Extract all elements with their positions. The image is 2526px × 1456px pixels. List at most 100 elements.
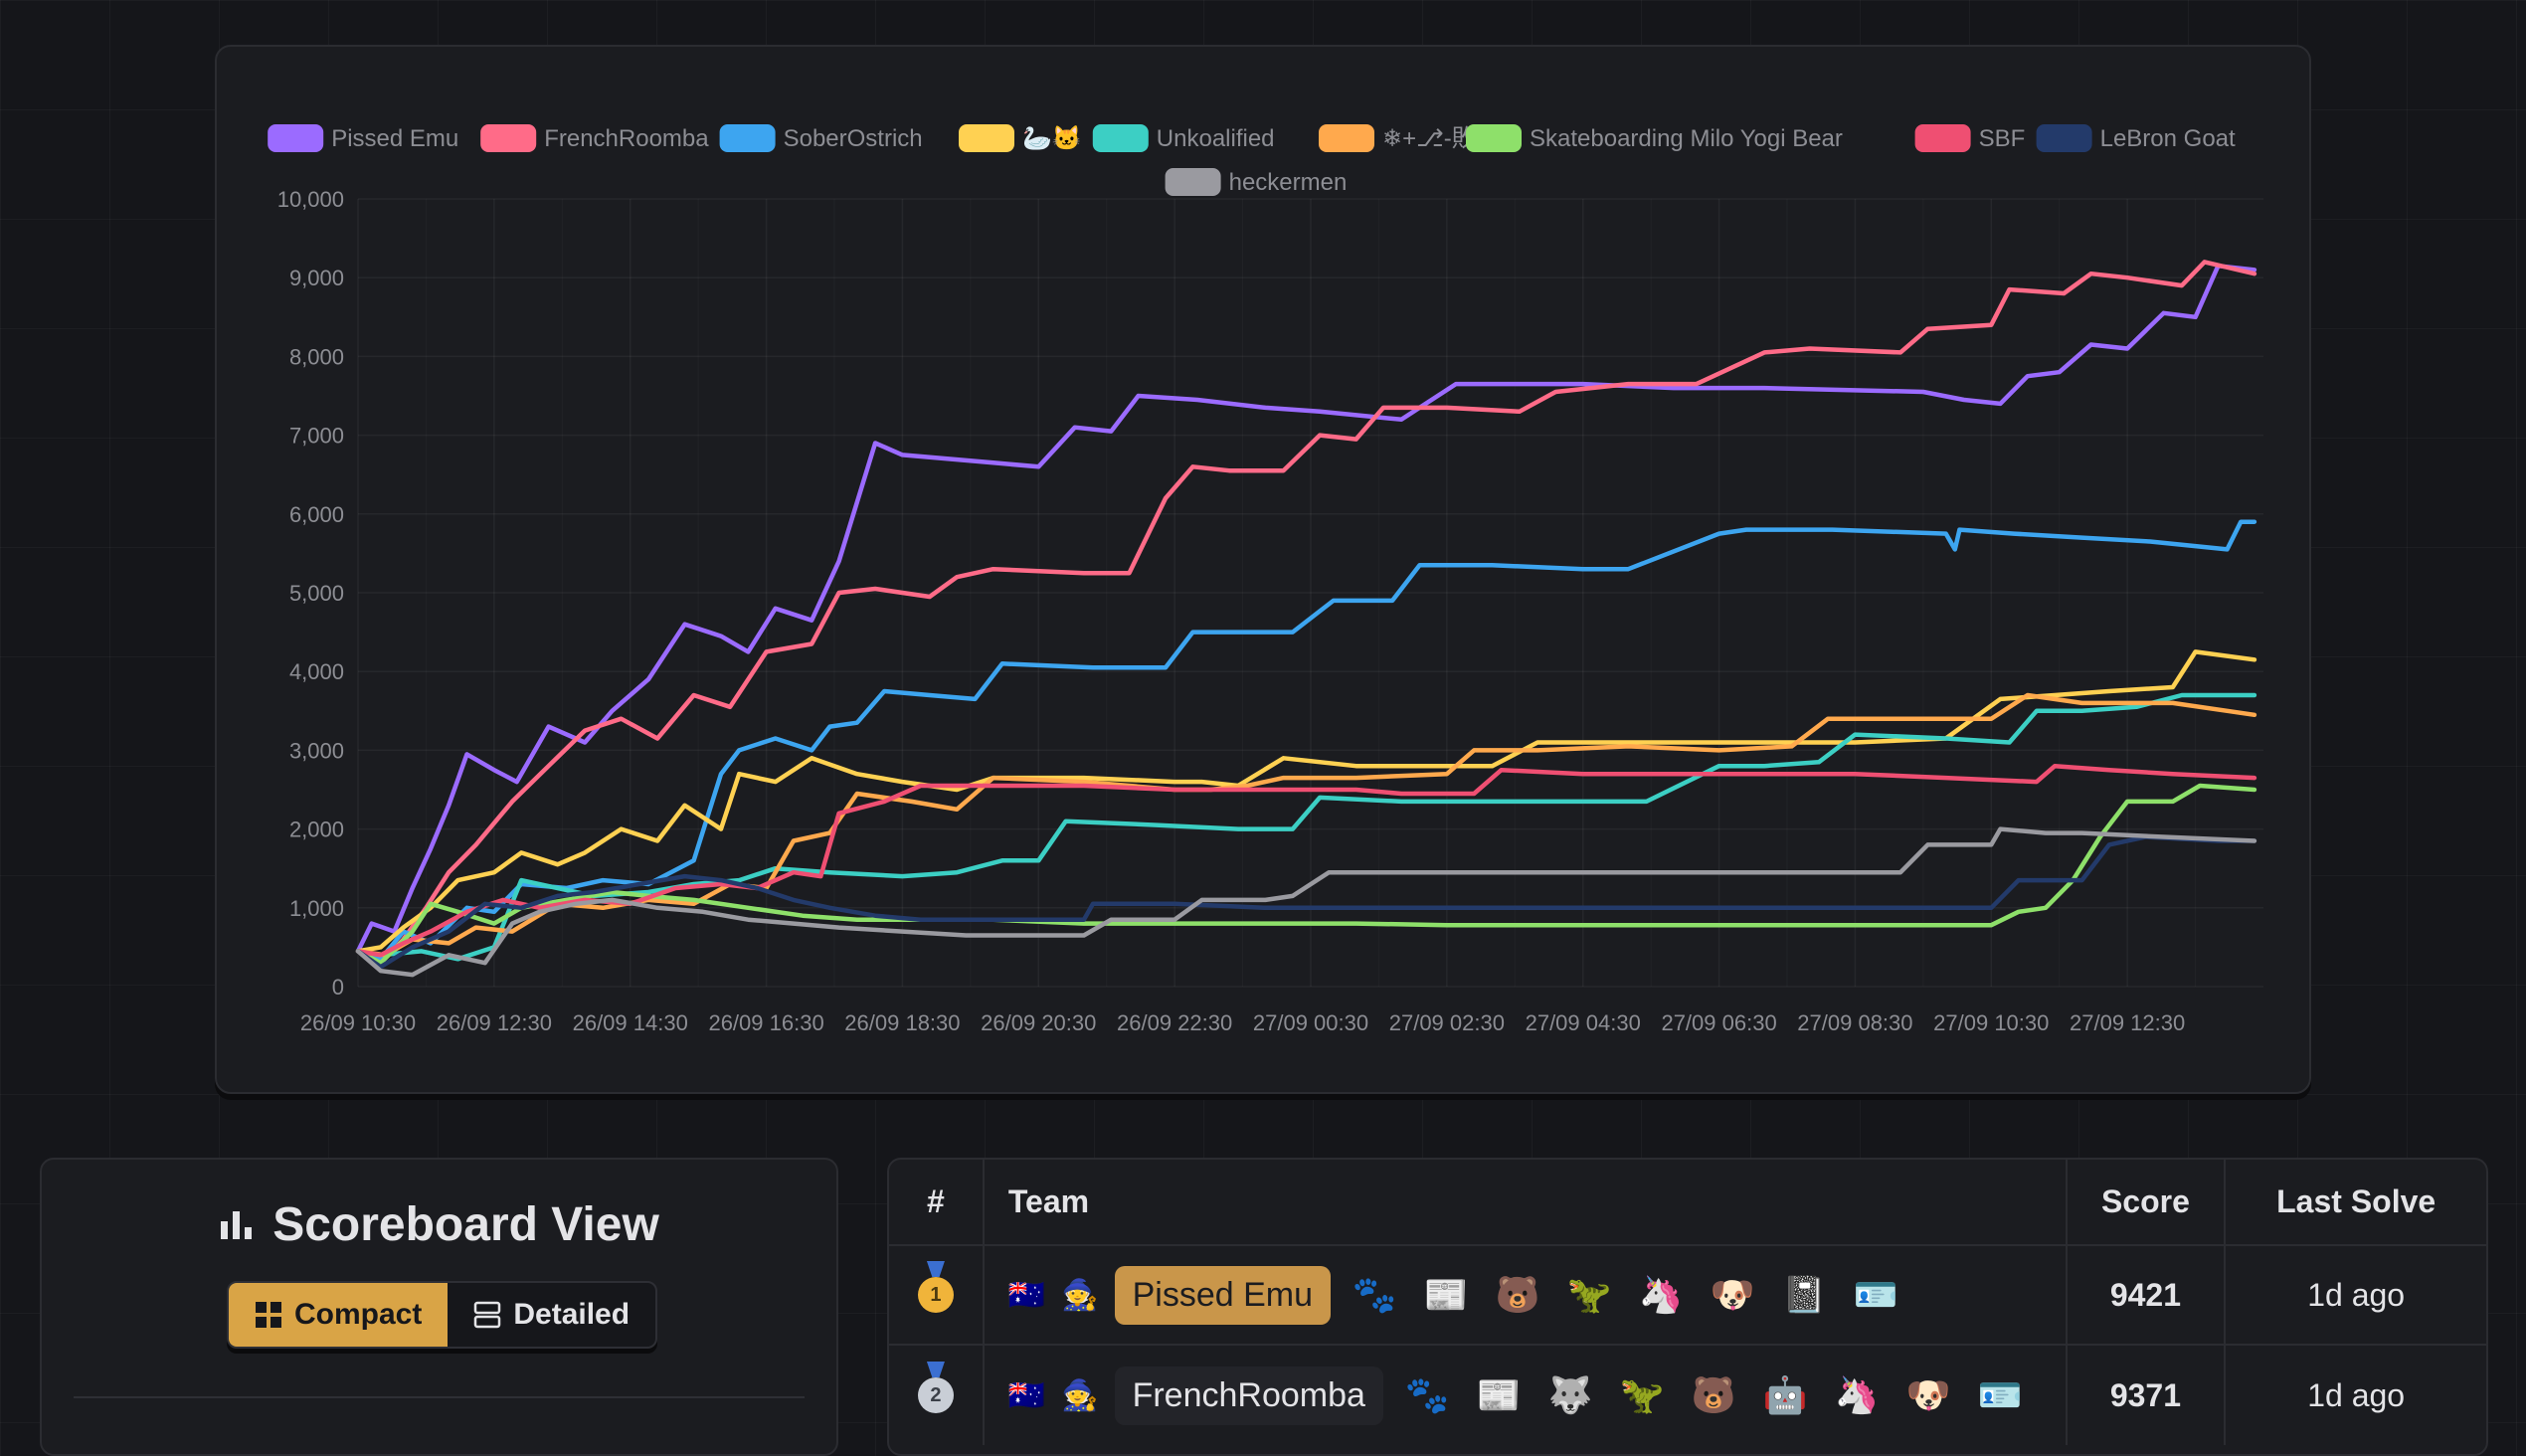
legend-item[interactable]: SBF — [1914, 124, 2026, 152]
wizard-icon: 🧙 — [1061, 1278, 1099, 1312]
badge-icon: 🦖 — [1619, 1374, 1665, 1415]
legend-item[interactable]: 🦢🐱 — [959, 124, 1082, 152]
x-tick-label: 27/09 04:30 — [1526, 1010, 1641, 1035]
y-tick-label: 3,000 — [289, 738, 344, 763]
x-tick-label: 26/09 16:30 — [708, 1010, 823, 1035]
compact-view-button[interactable]: Compact — [229, 1283, 449, 1347]
x-tick-label: 26/09 20:30 — [981, 1010, 1096, 1035]
scoreboard-view-panel: Scoreboard View Compact Detailed — [40, 1158, 838, 1456]
rows-icon — [474, 1301, 501, 1329]
legend-item[interactable]: FrenchRoomba — [480, 124, 709, 152]
rank-cell: 2 — [889, 1346, 985, 1445]
badge-icon: 🐺 — [1547, 1374, 1593, 1415]
legend-label: Unkoalified — [1157, 125, 1275, 152]
legend-swatch — [959, 124, 1014, 152]
chart-series — [355, 260, 2257, 978]
score-header: Score — [2068, 1160, 2227, 1244]
legend-item[interactable]: Pissed Emu — [268, 124, 458, 152]
legend-swatch — [719, 124, 776, 152]
badge-icon: 🪪 — [1977, 1374, 2023, 1415]
bar-chart-icon — [221, 1210, 253, 1239]
legend-swatch — [1466, 124, 1522, 152]
x-tick-label: 27/09 12:30 — [2070, 1010, 2185, 1035]
y-tick-label: 10,000 — [277, 187, 344, 212]
badge-icon: 🐾 — [1352, 1274, 1397, 1315]
badge-icon: 🦄 — [1834, 1374, 1880, 1415]
legend-item[interactable]: Skateboarding Milo Yogi Bear — [1466, 124, 1843, 152]
table-header: # Team Score Last Solve — [889, 1160, 2486, 1246]
legend-label: SBF — [1979, 125, 2026, 152]
legend-label: Pissed Emu — [331, 125, 458, 152]
x-tick-label: 26/09 22:30 — [1117, 1010, 1232, 1035]
y-tick-label: 7,000 — [289, 424, 344, 449]
x-tick-label: 26/09 10:30 — [300, 1010, 416, 1035]
x-tick-label: 27/09 02:30 — [1389, 1010, 1505, 1035]
detailed-view-button[interactable]: Detailed — [448, 1283, 655, 1347]
wizard-icon: 🧙 — [1061, 1378, 1099, 1412]
table-row[interactable]: 1 🇦🇺 🧙 Pissed Emu 🐾 📰 🐻 🦖 🦄 🐶 📓 🪪 9421 1… — [889, 1246, 2486, 1346]
legend-label: FrenchRoomba — [544, 125, 709, 152]
legend-label: SoberOstrich — [784, 125, 923, 152]
series-line — [355, 826, 2257, 978]
legend-item[interactable]: ❄+⎇-敗 — [1319, 124, 1476, 152]
x-tick-label: 26/09 12:30 — [437, 1010, 552, 1035]
team-header: Team — [985, 1160, 2068, 1244]
series-line — [355, 260, 2257, 966]
team-cell: 🇦🇺 🧙 FrenchRoomba 🐾 📰 🐺 🦖 🐻 🤖 🦄 🐶 🪪 — [985, 1346, 2068, 1445]
badge-icon: 🦖 — [1566, 1274, 1612, 1315]
legend-item[interactable]: Unkoalified — [1092, 124, 1275, 152]
legend-swatch — [1165, 168, 1221, 196]
series-line — [355, 692, 2257, 958]
series-line — [355, 692, 2257, 962]
series-line — [355, 519, 2257, 962]
badge-icon: 📰 — [1423, 1274, 1469, 1315]
badge-icon: 🐻 — [1691, 1374, 1736, 1415]
compact-label: Compact — [294, 1298, 423, 1331]
score-cell: 9421 — [2068, 1246, 2227, 1344]
x-tick-label: 27/09 08:30 — [1797, 1010, 1912, 1035]
legend-label: Skateboarding Milo Yogi Bear — [1530, 125, 1843, 152]
badge-icon: 📰 — [1476, 1374, 1522, 1415]
scoreboard-view-label: Scoreboard View — [272, 1198, 659, 1251]
legend-label: LeBron Goat — [2100, 125, 2236, 152]
score-cell: 9371 — [2068, 1346, 2227, 1445]
divider — [74, 1396, 805, 1398]
last-solve-header: Last Solve — [2276, 1183, 2436, 1219]
badge-icon: 📓 — [1781, 1274, 1827, 1315]
team-name[interactable]: FrenchRoomba — [1114, 1365, 1383, 1425]
rank-header: # — [889, 1160, 985, 1244]
series-line — [355, 783, 2257, 966]
y-tick-label: 1,000 — [289, 896, 344, 921]
team-name[interactable]: Pissed Emu — [1114, 1265, 1331, 1325]
y-tick-label: 0 — [332, 975, 344, 1000]
legend-label: 🦢🐱 — [1022, 125, 1082, 152]
score-chart: Pissed Emu FrenchRoomba SoberOstrich 🦢🐱 Unko… — [268, 124, 2263, 1035]
detailed-label: Detailed — [513, 1298, 631, 1331]
silver-medal-icon: 2 — [917, 1377, 954, 1413]
legend-swatch — [268, 124, 324, 152]
legend-item[interactable]: SoberOstrich — [719, 124, 923, 152]
scoreboard-view-title: Scoreboard View — [42, 1197, 836, 1252]
rank-cell: 1 — [889, 1246, 985, 1344]
chart-legend: Pissed Emu FrenchRoomba SoberOstrich 🦢🐱 Unko… — [268, 124, 2236, 196]
view-toggle: Compact Detailed — [227, 1281, 658, 1349]
chart-grid — [357, 198, 2263, 988]
series-line — [355, 834, 2257, 970]
gold-medal-icon: 1 — [917, 1277, 954, 1313]
legend-swatch — [1914, 124, 1971, 152]
badge-icon: 🪪 — [1853, 1274, 1898, 1315]
y-tick-label: 9,000 — [289, 266, 344, 290]
badge-icon: 🦄 — [1638, 1274, 1684, 1315]
badge-icon: 🐶 — [1905, 1374, 1951, 1415]
legend-swatch — [2036, 124, 2092, 152]
y-axis: 0 1,000 2,000 3,000 4,000 5,000 6,000 7,000 8,00… — [277, 187, 344, 1000]
legend-item[interactable]: LeBron Goat — [2036, 124, 2236, 152]
legend-label: heckermen — [1229, 169, 1348, 196]
legend-swatch — [1319, 124, 1374, 152]
badge-icon: 🐾 — [1404, 1374, 1450, 1415]
table-row[interactable]: 2 🇦🇺 🧙 FrenchRoomba 🐾 📰 🐺 🦖 🐻 🤖 🦄 🐶 🪪 93… — [889, 1346, 2486, 1445]
x-tick-label: 26/09 18:30 — [844, 1010, 960, 1035]
flag-icon: 🇦🇺 — [1007, 1378, 1046, 1412]
legend-item[interactable]: heckermen — [1165, 168, 1348, 196]
x-tick-label: 27/09 10:30 — [1933, 1010, 2049, 1035]
